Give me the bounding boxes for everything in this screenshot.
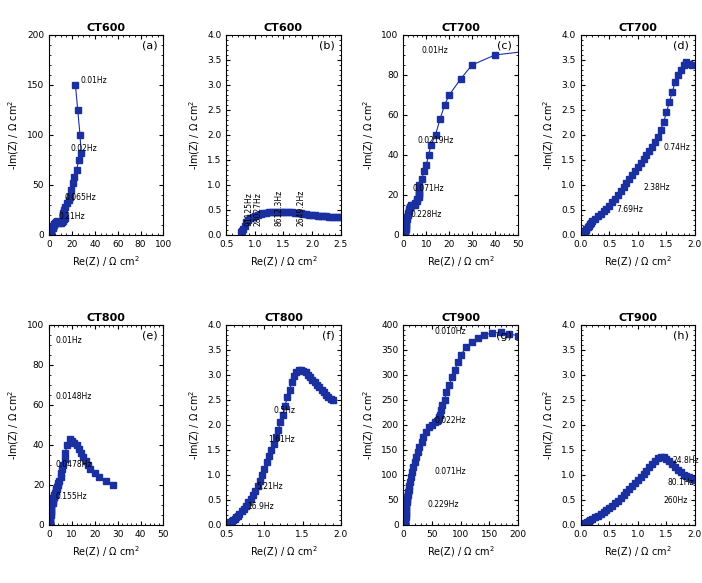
Text: 7.69Hz: 7.69Hz — [616, 205, 643, 214]
Y-axis label: -Im(Z) / $\Omega$ cm$^2$: -Im(Z) / $\Omega$ cm$^2$ — [7, 100, 22, 170]
Y-axis label: -Im(Z) / $\Omega$ cm$^2$: -Im(Z) / $\Omega$ cm$^2$ — [361, 100, 376, 170]
Text: 1.61Hz: 1.61Hz — [268, 435, 295, 444]
Text: 0.071Hz: 0.071Hz — [435, 467, 467, 476]
Text: 80.1Hz: 80.1Hz — [668, 478, 694, 487]
Text: 0.071Hz: 0.071Hz — [413, 184, 444, 193]
Text: (e): (e) — [142, 331, 158, 341]
Text: 0.01Hz: 0.01Hz — [56, 336, 83, 345]
X-axis label: Re(Z) / $\Omega$ cm$^2$: Re(Z) / $\Omega$ cm$^2$ — [427, 254, 494, 269]
Text: (a): (a) — [142, 41, 158, 51]
Text: (g): (g) — [496, 331, 512, 341]
X-axis label: Re(Z) / $\Omega$ cm$^2$: Re(Z) / $\Omega$ cm$^2$ — [72, 544, 140, 559]
Y-axis label: -Im(Z) / $\Omega$ cm$^2$: -Im(Z) / $\Omega$ cm$^2$ — [7, 389, 22, 460]
Y-axis label: -Im(Z) / $\Omega$ cm$^2$: -Im(Z) / $\Omega$ cm$^2$ — [187, 100, 201, 170]
Text: 2.38Hz: 2.38Hz — [644, 184, 670, 192]
Text: 0.02Hz: 0.02Hz — [71, 144, 98, 153]
X-axis label: Re(Z) / $\Omega$ cm$^2$: Re(Z) / $\Omega$ cm$^2$ — [250, 254, 317, 269]
Text: 0.229Hz: 0.229Hz — [428, 500, 459, 509]
Title: CT900: CT900 — [441, 312, 480, 322]
Title: CT700: CT700 — [618, 23, 657, 33]
X-axis label: Re(Z) / $\Omega$ cm$^2$: Re(Z) / $\Omega$ cm$^2$ — [72, 254, 140, 269]
Text: 0.155Hz: 0.155Hz — [56, 491, 88, 501]
Y-axis label: -Im(Z) / $\Omega$ cm$^2$: -Im(Z) / $\Omega$ cm$^2$ — [541, 100, 556, 170]
Text: 8612.3Hz: 8612.3Hz — [275, 189, 284, 226]
Y-axis label: -Im(Z) / $\Omega$ cm$^2$: -Im(Z) / $\Omega$ cm$^2$ — [187, 389, 201, 460]
Title: CT600: CT600 — [264, 23, 303, 33]
Text: 0.74Hz: 0.74Hz — [663, 143, 691, 152]
Text: 0.065Hz: 0.065Hz — [64, 193, 95, 202]
Text: 0.0219Hz: 0.0219Hz — [417, 136, 453, 145]
Text: 0.01Hz: 0.01Hz — [80, 76, 107, 85]
Text: 2649.2Hz: 2649.2Hz — [296, 189, 305, 226]
X-axis label: Re(Z) / $\Omega$ cm$^2$: Re(Z) / $\Omega$ cm$^2$ — [604, 254, 672, 269]
X-axis label: Re(Z) / $\Omega$ cm$^2$: Re(Z) / $\Omega$ cm$^2$ — [604, 544, 672, 559]
X-axis label: Re(Z) / $\Omega$ cm$^2$: Re(Z) / $\Omega$ cm$^2$ — [427, 544, 494, 559]
Text: (c): (c) — [497, 41, 512, 51]
Text: 5.21Hz: 5.21Hz — [257, 482, 284, 491]
Y-axis label: -Im(Z) / $\Omega$ cm$^2$: -Im(Z) / $\Omega$ cm$^2$ — [361, 389, 376, 460]
Text: 0.228Hz: 0.228Hz — [411, 210, 442, 219]
Text: 0.5Hz: 0.5Hz — [274, 406, 296, 415]
Text: 0.0148Hz: 0.0148Hz — [56, 392, 93, 401]
Text: 0.010Hz: 0.010Hz — [435, 327, 467, 336]
Text: 91125Hz: 91125Hz — [244, 192, 253, 226]
Text: 16.9Hz: 16.9Hz — [248, 502, 274, 511]
Text: 28027Hz: 28027Hz — [253, 192, 263, 226]
Text: (h): (h) — [673, 331, 689, 341]
Text: 24.8Hz: 24.8Hz — [672, 456, 698, 465]
Text: 260Hz: 260Hz — [663, 496, 688, 505]
Title: CT800: CT800 — [87, 312, 126, 322]
Text: (d): (d) — [673, 41, 689, 51]
Text: 0.022Hz: 0.022Hz — [435, 416, 466, 425]
Title: CT600: CT600 — [87, 23, 126, 33]
Title: CT900: CT900 — [618, 312, 657, 322]
Text: (f): (f) — [322, 331, 335, 341]
Text: 0.01Hz: 0.01Hz — [422, 46, 449, 55]
Text: 0.21Hz: 0.21Hz — [58, 212, 85, 221]
Y-axis label: -Im(Z) / $\Omega$ cm$^2$: -Im(Z) / $\Omega$ cm$^2$ — [541, 389, 556, 460]
Text: 0.0478Hz: 0.0478Hz — [56, 460, 93, 469]
X-axis label: Re(Z) / $\Omega$ cm$^2$: Re(Z) / $\Omega$ cm$^2$ — [250, 544, 317, 559]
Title: CT800: CT800 — [264, 312, 303, 322]
Text: (b): (b) — [319, 41, 335, 51]
Title: CT700: CT700 — [442, 23, 480, 33]
